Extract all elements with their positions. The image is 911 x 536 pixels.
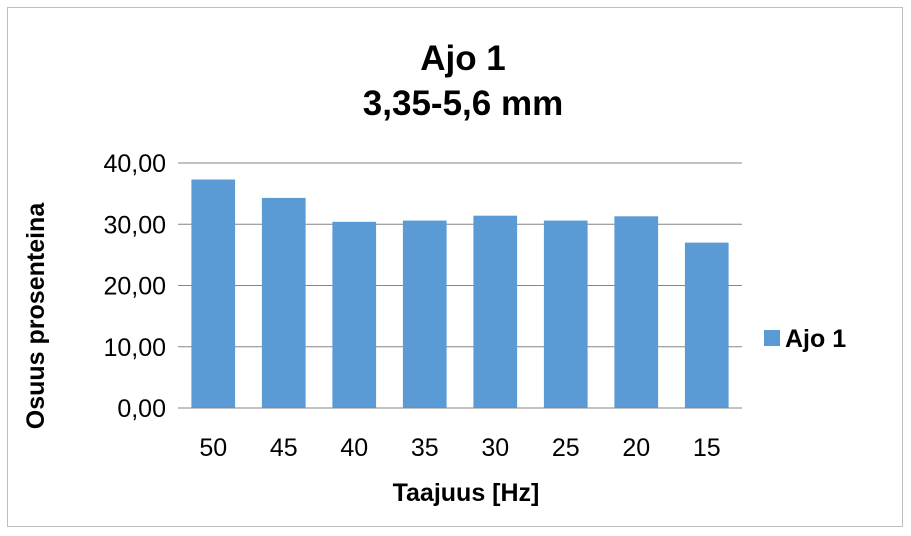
bar-15hz <box>684 242 729 408</box>
x-tick-labels: 50 45 40 35 30 25 20 15 <box>199 434 720 462</box>
y-tick-label: 40,00 <box>103 150 166 178</box>
bars <box>191 179 729 408</box>
x-tick-label: 15 <box>693 434 721 462</box>
bar-40hz <box>332 221 377 408</box>
chart-title-line-1: Ajo 1 <box>420 39 506 78</box>
y-tick-label: 20,00 <box>103 273 166 301</box>
y-tick-label: 10,00 <box>103 334 166 362</box>
y-tick-label: 30,00 <box>103 211 166 239</box>
bar-50hz <box>191 179 236 408</box>
legend: Ajo 1 <box>764 325 846 353</box>
bar-20hz <box>614 216 659 408</box>
x-tick-label: 30 <box>481 434 509 462</box>
bar-25hz <box>543 220 588 408</box>
x-tick-label: 45 <box>270 434 298 462</box>
legend-swatch-ajo-1 <box>764 330 780 346</box>
x-tick-label: 25 <box>552 434 580 462</box>
y-tick-label: 0,00 <box>117 395 166 423</box>
bar-30hz <box>473 215 518 408</box>
x-tick-label: 50 <box>199 434 227 462</box>
chart-title-line-2: 3,35-5,6 mm <box>363 84 563 123</box>
y-tick-labels: 0,00 10,00 20,00 30,00 40,00 <box>103 150 166 423</box>
bar-45hz <box>261 197 306 408</box>
x-tick-label: 40 <box>340 434 368 462</box>
chart-frame <box>7 7 903 527</box>
y-axis-title: Osuus prosenteina <box>22 202 50 430</box>
x-tick-label: 35 <box>411 434 439 462</box>
legend-label-ajo-1: Ajo 1 <box>785 325 846 353</box>
x-tick-label: 20 <box>622 434 650 462</box>
x-axis-title: Taajuus [Hz] <box>393 479 540 507</box>
bar-35hz <box>402 220 447 408</box>
